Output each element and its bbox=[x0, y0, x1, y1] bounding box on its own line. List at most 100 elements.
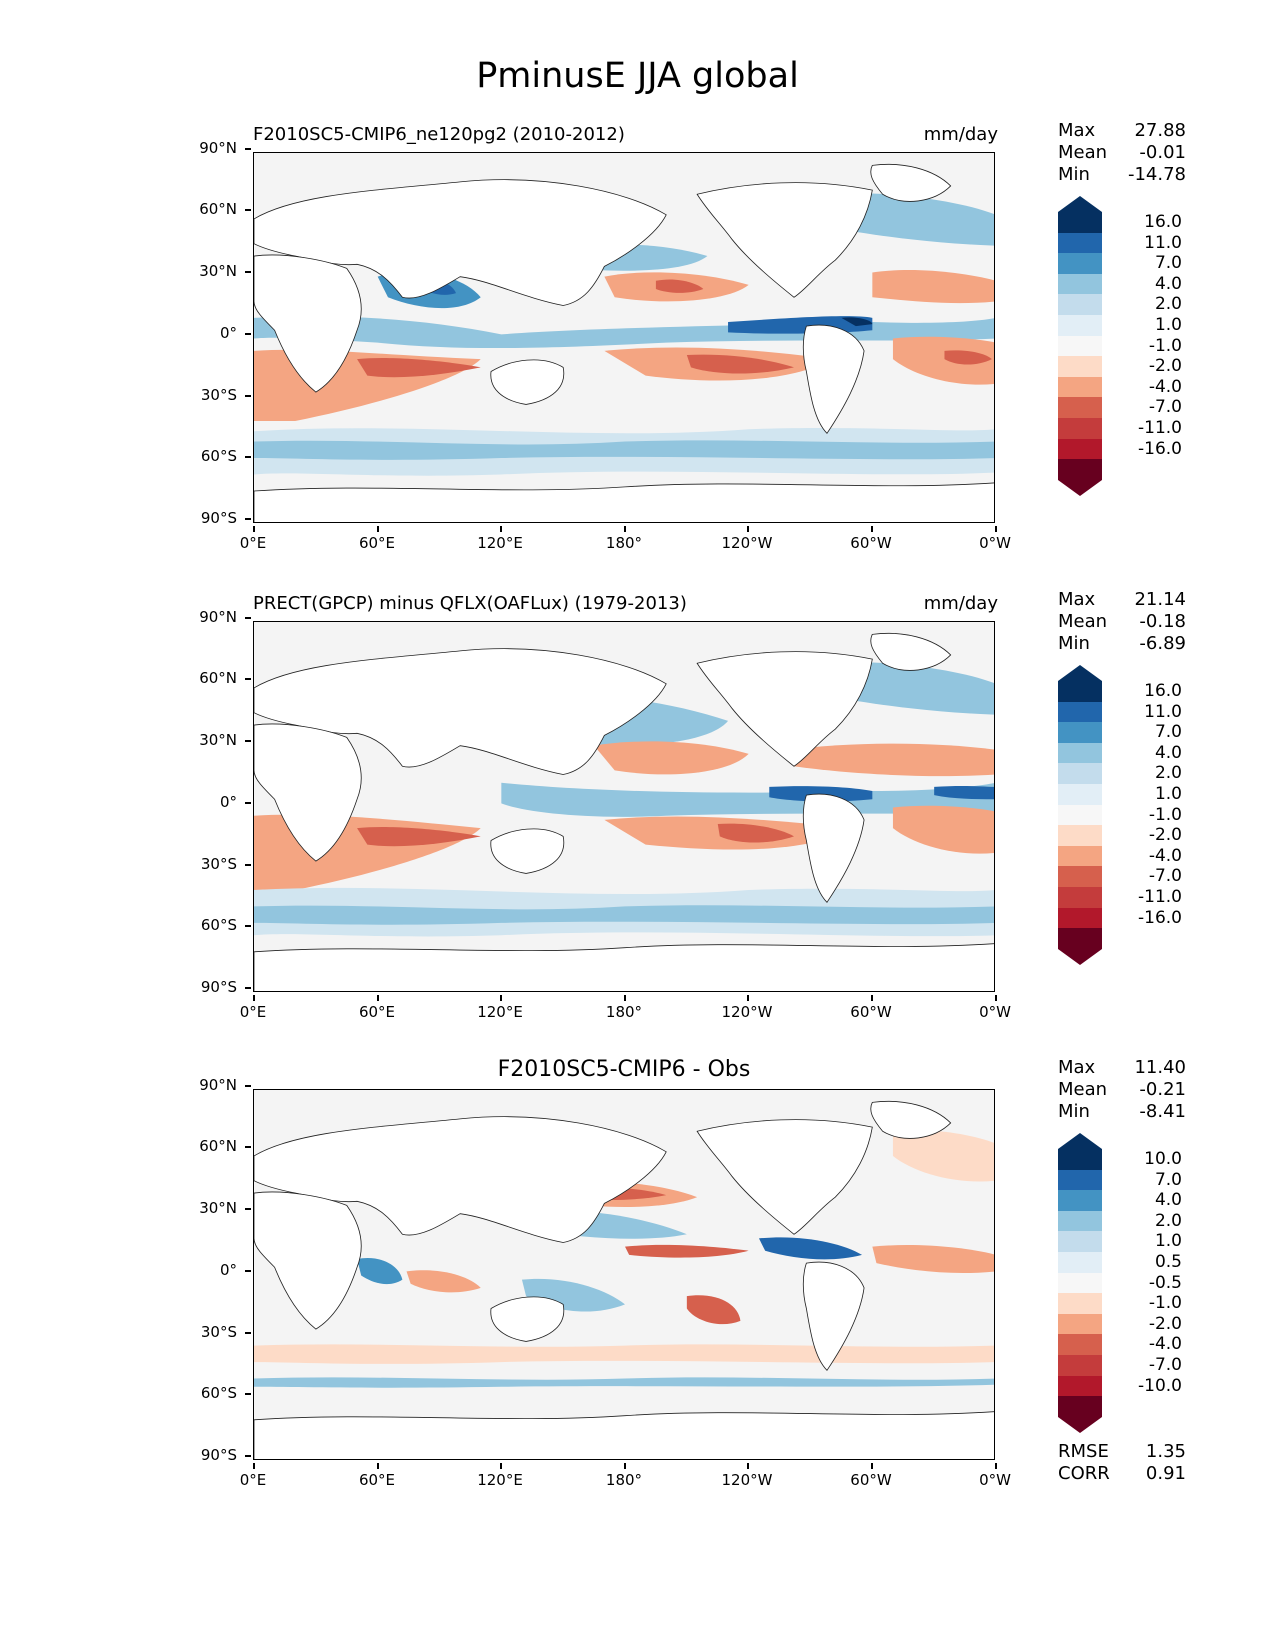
skill-stats: RMSE 1.35 CORR 0.91 bbox=[1058, 1441, 1186, 1485]
atlantic-dry-bias bbox=[872, 1245, 994, 1273]
colorbar-tick: -7.0 bbox=[1148, 866, 1182, 887]
stat-label: Max bbox=[1058, 120, 1096, 141]
stat-value: 21.14 bbox=[1134, 589, 1186, 610]
indian-wet-bias bbox=[357, 1257, 403, 1285]
colorbar-tick: -0.5 bbox=[1148, 1272, 1182, 1293]
colorbar-segment bbox=[1058, 825, 1102, 846]
y-tick: 90°S bbox=[177, 978, 251, 996]
colorbar-segment bbox=[1058, 907, 1102, 929]
stat-max: Max 11.40 bbox=[1058, 1057, 1186, 1079]
colorbar-segment bbox=[1058, 438, 1102, 460]
colorbar-segment bbox=[1058, 273, 1102, 295]
stat-value: -0.18 bbox=[1139, 611, 1186, 632]
colorbar-tick: -11.0 bbox=[1138, 887, 1182, 907]
stat-label: Min bbox=[1058, 164, 1090, 185]
eurasia bbox=[254, 179, 667, 306]
colorbar-segment bbox=[1058, 722, 1102, 743]
stats-box: Max 21.14 Mean -0.18 Min -6.89 bbox=[1058, 589, 1186, 655]
colorbar-tick: -2.0 bbox=[1148, 356, 1182, 377]
colorbar bbox=[1058, 196, 1102, 496]
continents bbox=[254, 163, 994, 522]
x-tick: 120°E bbox=[460, 526, 540, 552]
australia bbox=[490, 359, 565, 405]
colorbar-segment bbox=[1058, 681, 1102, 702]
x-tick: 60°E bbox=[337, 995, 417, 1021]
greenland bbox=[870, 1100, 952, 1139]
y-tick: 0° bbox=[177, 1261, 251, 1279]
south-pacific-dry-core bbox=[686, 354, 795, 374]
australia bbox=[490, 1296, 565, 1342]
stat-label: Mean bbox=[1058, 142, 1108, 163]
stat-value: 0.91 bbox=[1145, 1463, 1186, 1484]
stat-label: RMSE bbox=[1058, 1441, 1109, 1462]
colorbar-cap-top bbox=[1058, 665, 1102, 681]
south-indian-dry-core bbox=[357, 357, 481, 378]
greenland bbox=[870, 632, 952, 671]
colorbar-segment bbox=[1058, 376, 1102, 398]
map-plot bbox=[253, 1089, 995, 1460]
colorbar-tick: -4.0 bbox=[1148, 376, 1182, 397]
panel-model: F2010SC5-CMIP6_ne120pg2 (2010-2012) mm/d… bbox=[0, 120, 1275, 570]
y-tick: 30°N bbox=[177, 731, 251, 749]
x-tick: 60°E bbox=[337, 1463, 417, 1489]
colorbar-cap-top bbox=[1058, 1133, 1102, 1149]
continents bbox=[254, 632, 994, 991]
central-pacific-dry-bias bbox=[625, 1244, 749, 1258]
atlantic-itcz bbox=[934, 785, 994, 800]
stat-mean: Mean -0.01 bbox=[1058, 142, 1186, 164]
y-tick: 60°S bbox=[177, 447, 251, 465]
colorbar-tick: 7.0 bbox=[1154, 1169, 1182, 1190]
colorbar bbox=[1058, 665, 1102, 965]
stats-box: Max 27.88 Mean -0.01 Min -14.78 bbox=[1058, 120, 1186, 186]
stat-label: Min bbox=[1058, 1101, 1090, 1122]
north-america bbox=[696, 1119, 873, 1235]
continents bbox=[254, 1100, 994, 1459]
east-pacific-wet-bias bbox=[758, 1237, 863, 1260]
y-tick: 30°N bbox=[177, 262, 251, 280]
colorbar-segment bbox=[1058, 397, 1102, 418]
colorbar-tick: -4.0 bbox=[1148, 1334, 1182, 1355]
colorbar-segment bbox=[1058, 701, 1102, 723]
colorbar-segment bbox=[1058, 212, 1102, 233]
colorbar-tick: -7.0 bbox=[1148, 1355, 1182, 1375]
colorbar-segment bbox=[1058, 314, 1102, 336]
africa bbox=[254, 254, 362, 393]
north-atlantic-bias bbox=[892, 1130, 994, 1182]
south-america bbox=[802, 793, 865, 903]
stat-value: 27.88 bbox=[1134, 120, 1186, 141]
colorbar-segment bbox=[1058, 1375, 1102, 1397]
colorbar-tick: 16.0 bbox=[1144, 212, 1182, 232]
colorbar-tick: -4.0 bbox=[1148, 845, 1182, 866]
x-tick: 0°W bbox=[955, 526, 1035, 552]
africa bbox=[254, 1191, 362, 1330]
x-tick: 0°E bbox=[213, 995, 293, 1021]
colorbar-tick: -2.0 bbox=[1148, 825, 1182, 846]
colorbar-labels: 16.0 11.0 7.0 4.0 2.0 1.0 -1.0 -2.0 -4.0… bbox=[1104, 681, 1182, 951]
panel-title-left: PRECT(GPCP) minus QFLX(OAFLux) (1979-201… bbox=[253, 593, 687, 614]
colorbar-tick: 11.0 bbox=[1144, 701, 1182, 722]
x-tick: 120°W bbox=[707, 1463, 787, 1489]
stat-min: Min -8.41 bbox=[1058, 1101, 1186, 1123]
africa bbox=[254, 723, 362, 862]
stat-value: 1.35 bbox=[1145, 1441, 1186, 1462]
x-tick: 60°W bbox=[831, 995, 911, 1021]
colorbar-segment bbox=[1058, 1272, 1102, 1294]
colorbar-tick: 1.0 bbox=[1154, 315, 1182, 335]
colorbar-segment bbox=[1058, 232, 1102, 254]
north-pacific-dry-core bbox=[655, 279, 704, 293]
south-atlantic-dry bbox=[892, 805, 994, 854]
stat-label: Min bbox=[1058, 633, 1090, 654]
stat-value: -6.89 bbox=[1139, 633, 1186, 654]
colorbar-labels: 16.0 11.0 7.0 4.0 2.0 1.0 -1.0 -2.0 -4.0… bbox=[1104, 212, 1182, 482]
antarctica bbox=[254, 482, 994, 522]
stat-corr: CORR 0.91 bbox=[1058, 1463, 1186, 1485]
eurasia bbox=[254, 648, 667, 775]
stat-value: 11.40 bbox=[1134, 1057, 1186, 1078]
colorbar-segment bbox=[1058, 417, 1102, 439]
stat-label: Mean bbox=[1058, 611, 1108, 632]
north-america bbox=[696, 182, 873, 298]
stat-mean: Mean -0.21 bbox=[1058, 1079, 1186, 1101]
colorbar-tick: 16.0 bbox=[1144, 681, 1182, 701]
x-tick: 180° bbox=[584, 1463, 664, 1489]
colorbar-tick: 0.5 bbox=[1154, 1252, 1182, 1272]
